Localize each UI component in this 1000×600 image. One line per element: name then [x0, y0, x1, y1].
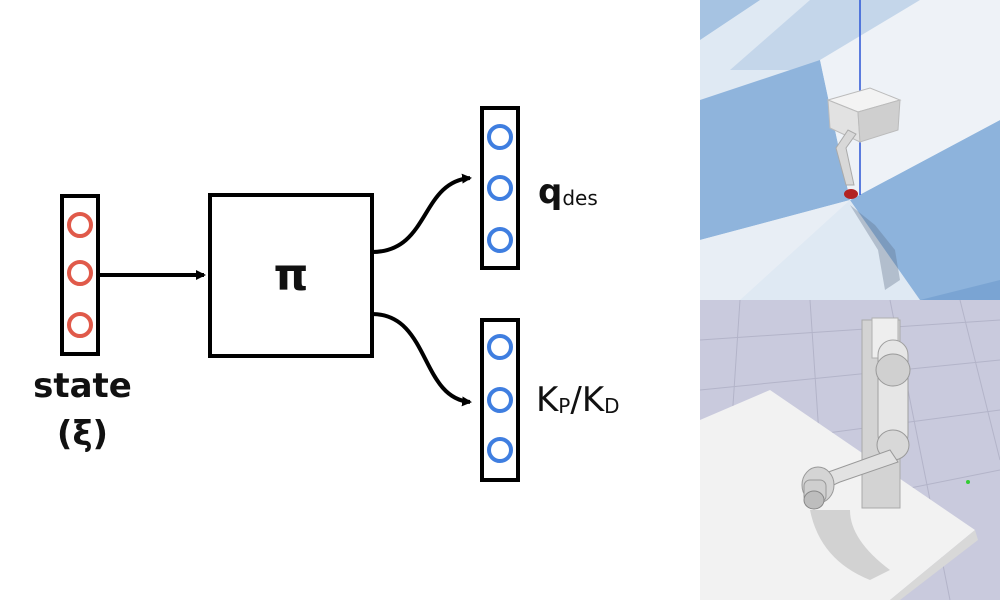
gains-circle-1 — [487, 334, 513, 360]
qdes-subscript: des — [562, 186, 598, 210]
hopper-simulation-render — [700, 0, 1000, 300]
robot-arm-simulation-render — [700, 300, 1000, 600]
gains-circle-3 — [487, 437, 513, 463]
policy-symbol: π — [273, 250, 309, 301]
kp-subscript: P — [558, 394, 571, 418]
qdes-circle-2 — [487, 175, 513, 201]
qdes-circle-3 — [487, 227, 513, 253]
qdes-vector-box — [480, 106, 520, 270]
hopper-scene — [700, 0, 1000, 300]
policy-box — [208, 193, 374, 358]
qdes-label: qdes — [538, 172, 598, 212]
gains-slash: / — [570, 380, 582, 420]
gains-circle-2 — [487, 387, 513, 413]
gains-vector-box — [480, 318, 520, 482]
kd-main: K — [581, 380, 605, 420]
policy-to-qdes-arrow — [371, 173, 472, 254]
state-circle-2 — [67, 260, 93, 286]
kp-main: K — [536, 380, 559, 420]
qdes-circle-1 — [487, 124, 513, 150]
policy-to-gains-arrow — [371, 312, 472, 407]
kd-subscript: D — [604, 394, 620, 418]
gains-label: KP/KD — [536, 380, 620, 420]
qdes-main: q — [538, 172, 563, 212]
state-circle-3 — [67, 312, 93, 338]
state-symbol: (ξ) — [56, 414, 109, 454]
state-label: state — [33, 366, 132, 406]
state-circle-1 — [67, 212, 93, 238]
arm-scene — [700, 300, 1000, 600]
target-marker — [966, 480, 970, 484]
foot-contact-marker — [844, 189, 858, 199]
